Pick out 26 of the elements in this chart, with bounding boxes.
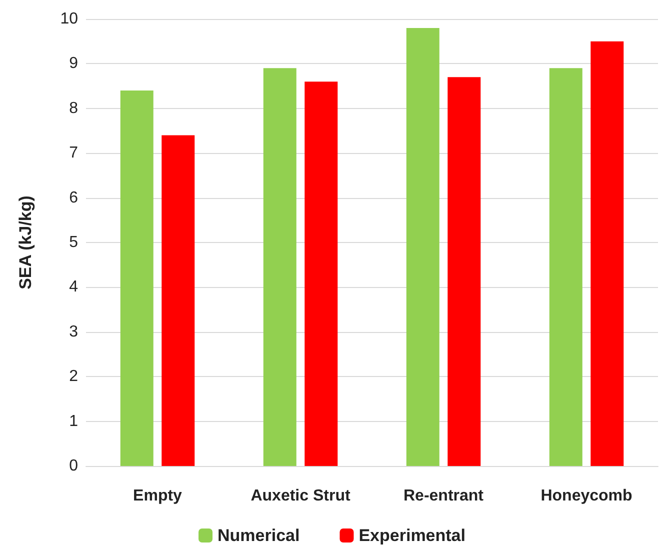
y-tick-label: 1	[69, 412, 78, 430]
bar	[406, 28, 440, 466]
bar	[549, 68, 582, 466]
bar	[120, 90, 154, 466]
y-tick-label: 9	[69, 55, 78, 72]
legend-label: Numerical	[218, 526, 300, 545]
y-axis-title: SEA (kJ/kg)	[16, 196, 35, 290]
bar	[304, 82, 338, 466]
y-tick-label: 2	[69, 368, 78, 386]
y-tick-label: 8	[69, 100, 78, 117]
legend-label: Experimental	[358, 526, 466, 545]
bar	[162, 135, 195, 466]
y-tick-label: 10	[60, 10, 78, 28]
y-tick-label: 6	[69, 189, 78, 206]
bar	[590, 41, 624, 466]
x-tick-label: Re-entrant	[403, 488, 484, 504]
y-tick-label: 4	[69, 278, 78, 296]
y-tick-label: 3	[69, 323, 78, 340]
x-tick-label: Empty	[133, 488, 182, 504]
x-tick-label: Honeycomb	[540, 488, 633, 504]
bar	[263, 68, 296, 466]
y-tick-label: 7	[69, 144, 78, 162]
bar	[448, 77, 481, 466]
y-tick-label: 5	[69, 234, 78, 251]
y-tick-label: 0	[69, 458, 78, 474]
x-tick-label: Auxetic Strut	[250, 488, 351, 504]
